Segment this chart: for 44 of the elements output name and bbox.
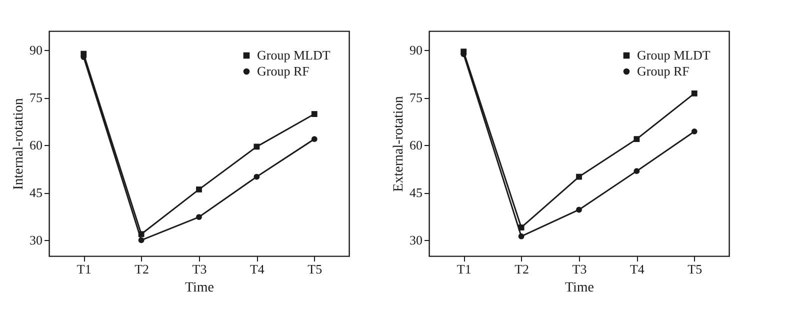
x-tick-label: T3 xyxy=(572,262,587,276)
x-axis-title: Time xyxy=(184,280,214,296)
y-tick-label: 75 xyxy=(410,90,422,106)
point xyxy=(518,233,524,240)
y-tick-label: 60 xyxy=(410,138,422,153)
point xyxy=(576,206,582,213)
legend-label: Group RF xyxy=(257,64,310,78)
point xyxy=(311,111,318,117)
legend-label: Group MLDT xyxy=(257,48,330,62)
legend-label: Group MLDT xyxy=(637,48,710,62)
x-tick-label: T2 xyxy=(514,262,530,276)
point xyxy=(196,186,202,192)
y-axis-title: External-rotation xyxy=(392,96,406,192)
y-tick-label: 75 xyxy=(30,90,42,106)
point xyxy=(138,237,144,244)
point xyxy=(691,90,698,96)
y-tick-label: 30 xyxy=(30,232,42,248)
point xyxy=(311,136,318,142)
point xyxy=(634,136,640,142)
x-tick-label: T3 xyxy=(192,262,207,276)
point xyxy=(634,168,640,174)
y-axis-title: Internal-rotation xyxy=(12,98,26,190)
point xyxy=(254,144,260,150)
legend-label: Group RF xyxy=(637,64,690,78)
x-tick-label: T1 xyxy=(456,262,472,276)
point xyxy=(518,224,524,230)
point xyxy=(196,214,202,220)
x-tick-label: T4 xyxy=(630,262,645,276)
x-tick-label: T1 xyxy=(76,262,92,276)
point xyxy=(254,174,260,180)
y-tick-label: 45 xyxy=(410,185,422,200)
y-tick-label: 60 xyxy=(30,138,42,153)
y-tick-label: 45 xyxy=(30,185,42,200)
x-tick-label: T4 xyxy=(250,262,265,276)
x-tick-label: T5 xyxy=(308,262,322,276)
point xyxy=(691,128,698,134)
x-tick-label: T5 xyxy=(688,262,702,276)
point xyxy=(576,174,582,180)
y-tick-label: 30 xyxy=(410,232,422,248)
x-axis-title: Time xyxy=(564,280,594,296)
y-tick-label: 90 xyxy=(410,42,422,58)
x-tick-label: T2 xyxy=(134,262,150,276)
y-tick-label: 90 xyxy=(30,42,42,58)
point xyxy=(138,231,144,238)
